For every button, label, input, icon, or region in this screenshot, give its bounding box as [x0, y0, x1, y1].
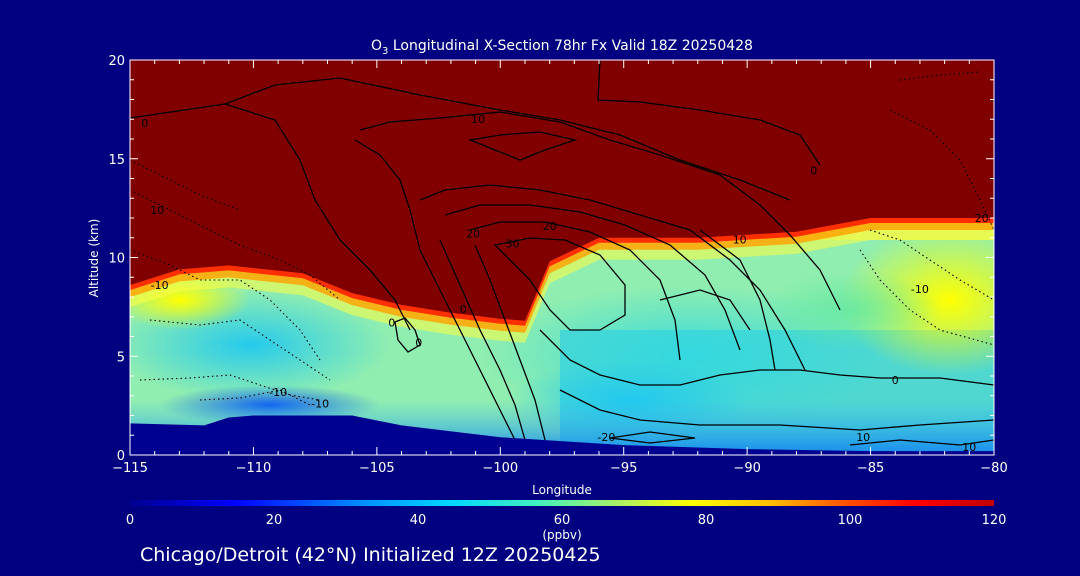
footer-caption: Chicago/Detroit (42°N) Initialized 12Z 2… [140, 544, 601, 566]
contour-label-9: -10 [911, 283, 929, 296]
contour-labels: 0 10 0 10 20 10 20 30 -10 -10 20 0 0 0 -10 -10 0 -20 10 10 [141, 113, 988, 454]
colorbar-tick-label-4: 80 [698, 513, 715, 528]
plot-area: 0 10 0 10 20 10 20 30 -10 -10 20 0 0 0 -10 -10 0 -20 10 10 [130, 60, 994, 455]
y-tick-label-1: 5 [117, 350, 125, 365]
contour-label-0: 0 [141, 117, 148, 130]
dotted-contour-9 [869, 229, 994, 301]
terrain-mask [130, 415, 994, 455]
contour-ring-7 [439, 239, 526, 441]
contour-label-4: 20 [543, 220, 557, 233]
y-tick-label-2: 10 [108, 252, 125, 267]
dotted-contour-3 [149, 319, 331, 381]
mid-ozone-region [760, 270, 940, 350]
colorbar-tick-label-5: 100 [838, 513, 863, 528]
contour-label-16: 0 [892, 374, 899, 387]
stratosphere-region [130, 60, 994, 321]
contour-label-2: 0 [810, 165, 817, 178]
contour-label-18: 10 [856, 431, 870, 444]
contour-ring-3 [444, 204, 741, 351]
contour-label-14: -10 [269, 386, 287, 399]
x-tick-label-7: −80 [980, 461, 1007, 476]
contour-ring-4 [469, 221, 681, 361]
x-tick-label-4: −95 [610, 461, 637, 476]
contour-label-5: 10 [733, 234, 747, 247]
dotted-contour-1 [130, 189, 341, 301]
contour-label-3: 10 [150, 204, 164, 217]
dotted-contour-10 [130, 159, 241, 211]
x-tick-label-3: −100 [482, 461, 518, 476]
contour-surface-3 [849, 439, 994, 446]
y-tick-label-4: 20 [108, 54, 125, 69]
contour-label-15: -10 [311, 398, 329, 411]
contour-surface-2 [609, 431, 696, 444]
x-axis-label: Longitude [532, 483, 592, 497]
axes: −115 −110 −105 −100 −95 −90 −85 −80 0 5 10 15 20 [108, 54, 1007, 476]
colorbar-tick-label-6: 120 [982, 513, 1007, 528]
y-tick-label-0: 0 [117, 449, 125, 464]
colorbar-tick-label-1: 20 [266, 513, 283, 528]
contour-label-6: 20 [466, 228, 480, 241]
contour-label-8: -10 [151, 279, 169, 292]
x-tick-label-1: −110 [236, 461, 272, 476]
contour-lines-solid [130, 60, 994, 446]
contour-10-upper [359, 111, 841, 311]
colorbar-tick-label-3: 60 [554, 513, 571, 528]
contour-inner-top [467, 131, 578, 161]
contour-east-3 [597, 60, 821, 166]
contour-label-19: 10 [962, 441, 976, 454]
y-tick-label-3: 15 [108, 153, 125, 168]
x-tick-label-2: −105 [359, 461, 395, 476]
contour-ring-8 [539, 329, 994, 386]
contour-label-1: 10 [471, 113, 485, 126]
contour-east-2 [659, 289, 751, 331]
contour-label-7: 30 [506, 238, 520, 251]
contour-label-13: 0 [460, 303, 467, 316]
contour-mountain [394, 317, 421, 353]
x-tick-label-5: −90 [733, 461, 760, 476]
dotted-contour-2 [130, 249, 321, 361]
dotted-contour-4 [139, 374, 321, 401]
contour-label-17: -20 [597, 431, 615, 444]
contour-ring-2 [419, 184, 806, 371]
contour-label-10: 20 [975, 212, 989, 225]
x-tick-label-6: −85 [857, 461, 884, 476]
contour-ring-6 [474, 244, 546, 441]
contour-surface-1 [559, 389, 994, 431]
contour-10-left [224, 103, 411, 331]
contour-label-11: 0 [415, 336, 422, 349]
y-axis-label: Altitude (km) [87, 219, 101, 298]
x-tick-label-0: −115 [112, 461, 148, 476]
contour-label-12: 0 [388, 317, 395, 330]
colorbar-units: (ppbv) [542, 528, 581, 542]
contour-east-1 [699, 229, 776, 371]
chart-title: O3 Longitudinal X-Section 78hr Fx Valid … [371, 38, 753, 57]
colorbar [130, 500, 994, 506]
colorbar-tick-label-0: 0 [126, 513, 134, 528]
contour-lines-dotted [130, 71, 994, 406]
colorbar-ticks: 0 20 40 60 80 100 120 [126, 513, 1007, 528]
contour-ring-5 [493, 237, 626, 331]
colorbar-tick-label-2: 40 [410, 513, 427, 528]
contour-ring-1 [354, 139, 516, 441]
contour-0-top [130, 77, 791, 201]
